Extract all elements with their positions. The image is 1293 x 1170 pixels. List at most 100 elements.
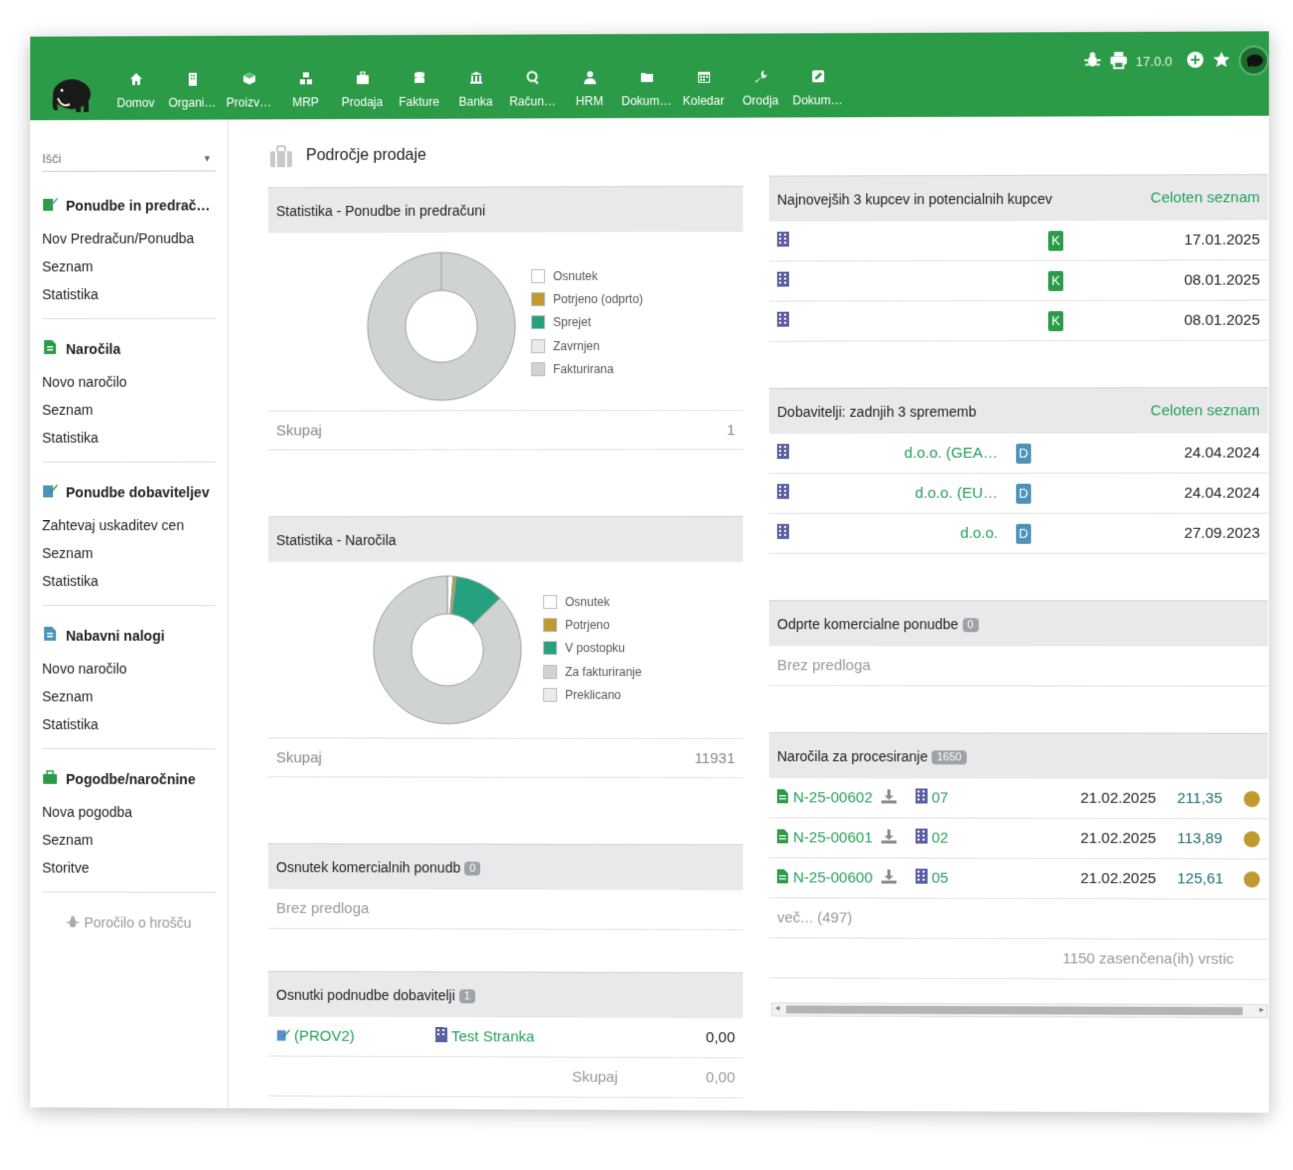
building-icon[interactable] [916,788,932,807]
more-link[interactable]: več... (497) [769,898,1268,940]
table-row[interactable]: K 17.01.2025 [769,220,1268,261]
table-row[interactable]: d.o.o. (EU… D 24.04.2024 [769,474,1268,514]
download-icon[interactable] [881,869,915,887]
company-link[interactable]: 05 [932,870,1081,887]
open-offers-panel: Odprte komercialne ponudbe 0 Brez predlog… [769,600,1268,687]
scroll-left-icon[interactable]: ◂ [775,1002,780,1013]
dropdown-caret-icon[interactable]: ▼ [203,153,212,163]
sidebar-section: Pogodbe/naročnine Nova pogodba Seznam Stori… [42,749,216,893]
full-list-link[interactable]: Celoten seznam [1151,189,1260,206]
scroll-thumb[interactable] [786,1005,1243,1015]
table-row[interactable]: K 08.01.2025 [769,260,1268,301]
sidebar-section-title[interactable]: Pogodbe/naročnine [42,769,216,788]
table-row[interactable]: N-25-00600 05 21.02.2025 125,61 [769,858,1268,899]
menu-item-orodja[interactable]: Orodja [732,69,789,107]
page-title: Področje prodaje [268,143,426,169]
building-icon[interactable] [777,271,1048,291]
sidebar-link[interactable]: Seznam [42,539,216,567]
table-row[interactable]: d.o.o. D 27.09.2023 [769,514,1268,554]
proposal-ref-link[interactable]: (PROV2) [294,1028,435,1045]
sidebar-link[interactable]: Nov Predračun/Ponudba [42,224,216,252]
supplier-name-link[interactable]: d.o.o. (GEA… [797,445,1016,462]
table-row[interactable]: N-25-00601 02 21.02.2025 113,89 [769,818,1268,859]
menu-item-mrp[interactable]: MRP [277,71,334,109]
menu-item-organi[interactable]: Organi… [164,72,221,110]
printer-icon[interactable] [1109,50,1127,71]
version-label: 17.0.0 [1136,53,1172,68]
table-row[interactable]: N-25-00602 07 21.02.2025 211,35 [769,778,1268,819]
menu-item-domov[interactable]: Domov [107,72,164,110]
order-ref-link[interactable]: N-25-00601 [793,829,881,846]
sidebar-link[interactable]: Statistika [42,280,216,308]
sidebar-link[interactable]: Seznam [42,396,216,424]
sidebar-link[interactable]: Novo naročilo [42,368,216,396]
sidebar-link[interactable]: Seznam [42,826,216,854]
table-row[interactable]: (PROV2) Test Stranka 0,00 [268,1017,743,1059]
sidebar-section-title[interactable]: Nabavni nalogi [42,626,216,645]
sidebar-link[interactable]: Novo naročilo [42,655,216,683]
menu-item-dokum[interactable]: Dokum… [618,70,675,108]
search-input[interactable] [42,150,216,166]
supplier-name-link[interactable]: d.o.o. (EU… [797,485,1016,502]
building-icon [164,72,221,92]
total-value: 1 [727,421,735,438]
legend-item: Osnutek [543,590,642,613]
sidebar-link[interactable]: Nova pogodba [42,798,216,826]
menu-item-koledar[interactable]: Koledar [675,70,732,108]
document-icon [777,869,793,887]
building-icon[interactable] [916,829,932,848]
menu-item-proizv[interactable]: Proizv… [221,71,278,109]
mammoth-logo[interactable] [48,70,94,112]
menu-item-prodaja[interactable]: Prodaja [334,71,391,109]
order-ref-link[interactable]: N-25-00602 [793,789,881,806]
total-value: 11931 [694,750,735,767]
table-row[interactable]: K 08.01.2025 [769,301,1268,342]
supplier-name-link[interactable]: d.o.o. [797,525,1016,542]
download-icon[interactable] [881,789,915,807]
sidebar-link[interactable]: Statistika [42,567,216,595]
building-icon[interactable] [777,484,797,503]
sidebar-link[interactable]: Statistika [42,710,216,738]
company-link[interactable]: 02 [932,830,1081,847]
count-badge: 1 [459,989,475,1003]
scroll-right-icon[interactable]: ▸ [1259,1004,1264,1015]
cubes-icon [277,71,334,91]
cube-icon [221,71,278,91]
search-box[interactable]: ▼ [42,149,216,171]
sidebar-link[interactable]: Statistika [42,424,216,452]
bug-icon[interactable] [1083,51,1101,72]
horizontal-scrollbar[interactable]: ◂ ▸ [771,1002,1268,1018]
status-dot [1244,831,1260,847]
sidebar-link[interactable]: Seznam [42,682,216,710]
company-link[interactable]: 07 [932,789,1081,806]
bug-report-link[interactable]: Poročilo o hrošču [42,914,216,930]
building-icon[interactable] [777,524,797,543]
building-icon[interactable] [777,444,797,463]
star-icon[interactable] [1212,50,1230,71]
building-icon[interactable] [777,231,1048,251]
menu-item-fakture[interactable]: Fakture [391,71,448,109]
sidebar-link[interactable]: Storitve [42,854,216,882]
sidebar-link[interactable]: Zahtevaj uskaditev cen [42,511,216,539]
menu-item-dokum[interactable]: Dokum… [789,69,846,107]
sidebar-section-title[interactable]: Ponudbe dobaviteljev [42,482,216,501]
sidebar-link[interactable]: Seznam [42,252,216,280]
menu-item-hrm[interactable]: HRM [561,70,618,108]
building-icon[interactable] [777,311,1048,331]
menu-item-ra-un[interactable]: Račun… [504,70,561,108]
sidebar-section-title[interactable]: Naročila [42,339,216,358]
company-link[interactable]: Test Stranka [451,1028,705,1046]
table-row[interactable]: d.o.o. (GEA… D 24.04.2024 [769,433,1268,474]
legend-item: Potrjeno [543,613,642,636]
user-avatar[interactable] [1239,45,1269,75]
panel-header: Osnutek komercialnih ponudb 0 [268,843,743,890]
full-list-link[interactable]: Celoten seznam [1151,402,1260,419]
sidebar-section-title[interactable]: Ponudbe in predrač… [42,195,216,214]
download-icon[interactable] [881,829,915,847]
building-icon[interactable] [916,869,932,888]
menu-item-banka[interactable]: Banka [447,71,504,109]
plus-circle-icon[interactable] [1186,50,1204,71]
empty-row: Brez predloga [268,889,743,930]
legend-label: Potrjeno [565,618,610,632]
order-ref-link[interactable]: N-25-00600 [793,869,881,886]
